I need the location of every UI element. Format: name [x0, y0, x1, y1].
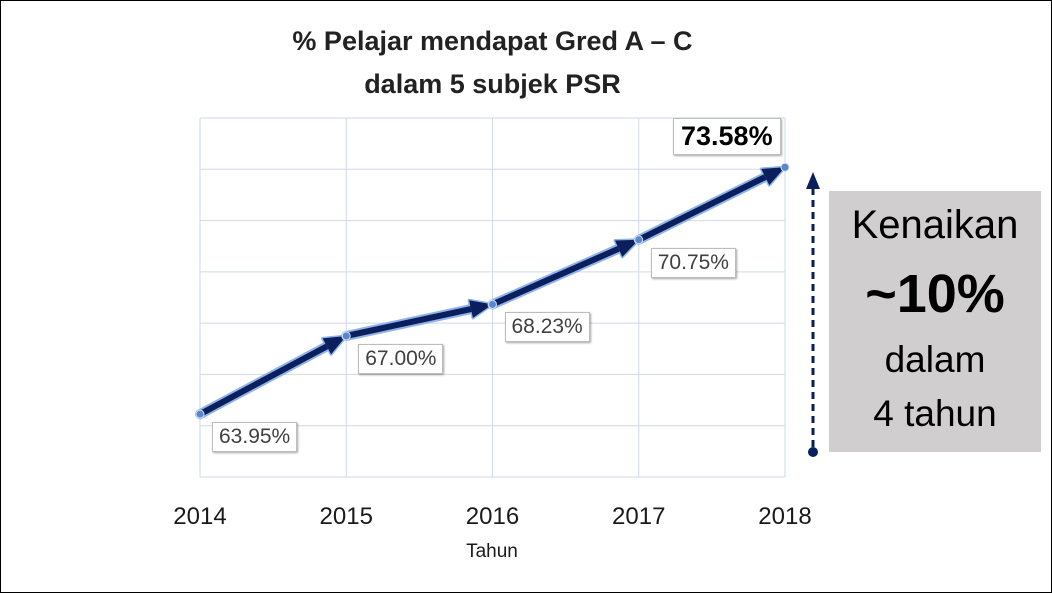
- arrowhead: [761, 167, 785, 186]
- arrowhead: [469, 300, 493, 318]
- series-line: [195, 165, 787, 420]
- series-segment: [637, 174, 767, 243]
- data-point: [195, 409, 205, 419]
- arrowhead: [614, 239, 639, 257]
- data-label-2018: 73.58%: [673, 118, 781, 155]
- data-label: 67.00%: [358, 343, 444, 374]
- series-segment: [198, 343, 329, 417]
- x-axis-label: Tahun: [466, 541, 518, 562]
- callout-percent: ~10%: [865, 264, 1005, 324]
- callout-line4: 4 tahun: [873, 393, 997, 434]
- chart-title-line2: dalam 5 subjek PSR: [364, 69, 621, 99]
- increase-arrow: [806, 172, 820, 457]
- data-point: [780, 162, 790, 172]
- data-label: 70.75%: [650, 247, 736, 278]
- data-label: 63.95%: [212, 422, 298, 453]
- x-tick-label: 2015: [319, 503, 373, 530]
- x-tick-label: 2014: [173, 503, 227, 530]
- increase-callout: Kenaikan ~10% dalam 4 tahun: [829, 191, 1041, 452]
- dashed-arrow-head: [806, 172, 820, 189]
- callout-line3: dalam: [884, 339, 986, 380]
- data-point: [634, 235, 644, 245]
- data-point: [341, 331, 351, 341]
- arrowhead: [322, 335, 347, 355]
- series-segment: [345, 306, 472, 339]
- data-points: [195, 162, 790, 419]
- dashed-arrow-base: [808, 447, 818, 457]
- chart-title-line1: % Pelajar mendapat Gred A – C: [292, 26, 693, 56]
- data-label: 68.23%: [504, 312, 590, 343]
- callout-line1: Kenaikan: [851, 203, 1019, 247]
- x-tick-label: 2018: [758, 503, 812, 530]
- series-segment: [491, 245, 620, 308]
- data-point: [488, 299, 497, 309]
- x-tick-label: 2016: [465, 503, 520, 530]
- x-tick-label: 2017: [612, 503, 666, 530]
